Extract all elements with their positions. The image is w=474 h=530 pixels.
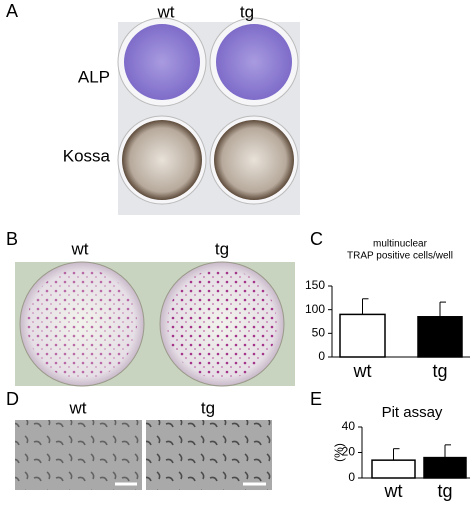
y-axis-label: (%): [332, 443, 346, 462]
y-tick-label: 40: [342, 419, 356, 433]
x-tick-label: wt: [384, 481, 403, 501]
bar: [417, 316, 463, 358]
panel-b: B wt tg: [6, 229, 295, 387]
chart-title: multinuclear: [373, 239, 428, 250]
y-tick-label: 20: [342, 445, 356, 459]
x-tick-label: tg: [432, 361, 447, 381]
chart-title: Pit assay: [382, 404, 443, 421]
panel-label: B: [6, 229, 18, 249]
bar: [423, 456, 467, 479]
column-label: tg: [201, 398, 215, 417]
panel-a: A wt tg ALP Kossa: [6, 1, 300, 215]
panel-label: A: [6, 1, 18, 21]
panel-label: C: [310, 229, 323, 249]
chart-title: TRAP positive cells/well: [347, 251, 453, 262]
panel-label: D: [6, 389, 19, 409]
column-label: wt: [69, 398, 87, 417]
column-label: wt: [157, 2, 175, 21]
bar: [371, 459, 416, 479]
row-label: ALP: [78, 67, 110, 86]
x-tick-label: wt: [353, 361, 372, 381]
y-tick-label: 50: [312, 326, 326, 340]
y-tick-label: 0: [318, 349, 325, 363]
y-tick-label: 100: [305, 302, 325, 316]
column-label: tg: [215, 239, 229, 258]
column-label: tg: [240, 2, 254, 21]
column-label: wt: [71, 239, 89, 258]
x-tick-label: tg: [437, 481, 452, 501]
row-label: Kossa: [63, 146, 111, 165]
y-tick-label: 150: [305, 278, 325, 292]
y-tick-label: 0: [348, 470, 355, 484]
bar: [339, 313, 386, 358]
panel-label: E: [310, 389, 322, 409]
panel-d: D wt tg: [6, 389, 272, 490]
